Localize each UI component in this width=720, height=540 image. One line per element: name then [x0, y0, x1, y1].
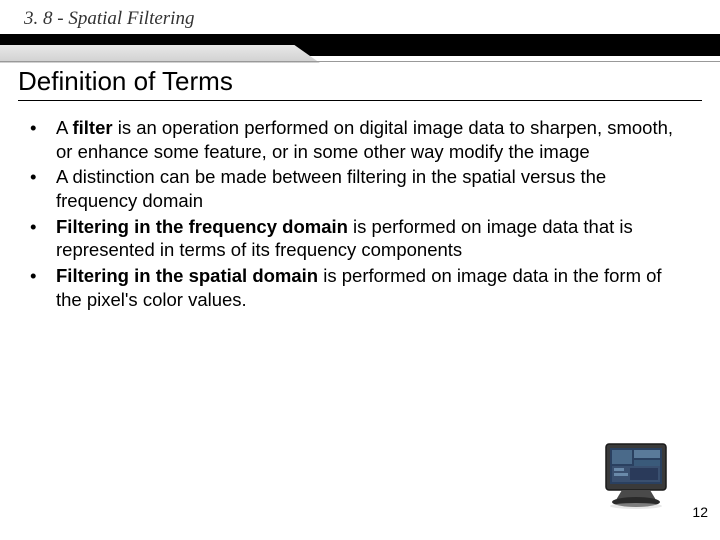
- list-item: • Filtering in the spatial domain is per…: [30, 264, 690, 311]
- bullet-marker: •: [30, 215, 56, 262]
- list-item: • A distinction can be made between filt…: [30, 165, 690, 212]
- header-line: [0, 61, 720, 62]
- bullet-text: A distinction can be made between filter…: [56, 165, 690, 212]
- monitor-icon: [600, 440, 680, 512]
- title-underline: [18, 100, 702, 101]
- slide-content: • A filter is an operation performed on …: [30, 116, 690, 313]
- bullet-text: A filter is an operation performed on di…: [56, 116, 690, 163]
- bullet-text: Filtering in the frequency domain is per…: [56, 215, 690, 262]
- bullet-marker: •: [30, 165, 56, 212]
- bullet-marker: •: [30, 264, 56, 311]
- section-label: 3. 8 - Spatial Filtering: [24, 8, 194, 30]
- slide-title: Definition of Terms: [18, 66, 233, 97]
- page-number: 12: [692, 504, 708, 520]
- bullet-marker: •: [30, 116, 56, 163]
- list-item: • A filter is an operation performed on …: [30, 116, 690, 163]
- list-item: • Filtering in the frequency domain is p…: [30, 215, 690, 262]
- bullet-text: Filtering in the spatial domain is perfo…: [56, 264, 690, 311]
- slide-header: 3. 8 - Spatial Filtering: [0, 0, 720, 62]
